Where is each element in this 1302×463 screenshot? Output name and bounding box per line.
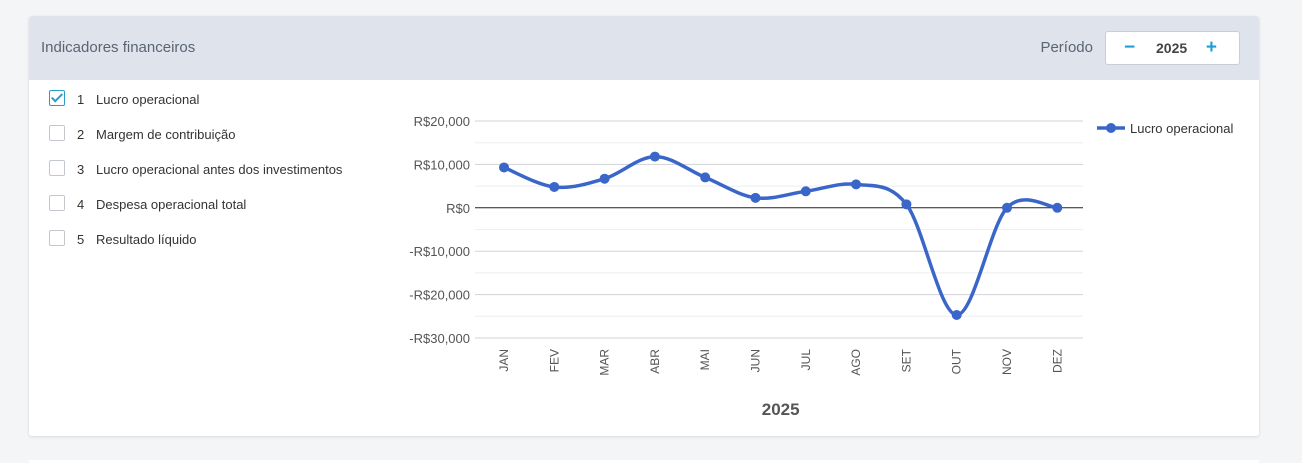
x-tick-label: ABR bbox=[648, 349, 662, 374]
indicator-number: 5 bbox=[77, 232, 85, 247]
indicator-label: Despesa operacional total bbox=[96, 197, 247, 212]
data-point-mai[interactable] bbox=[700, 172, 711, 183]
period-label: Período bbox=[1040, 39, 1093, 56]
y-tick-label: -R$10,000 bbox=[409, 244, 470, 259]
data-point-jun[interactable] bbox=[750, 192, 761, 203]
data-point-abr[interactable] bbox=[649, 151, 660, 162]
x-tick-label: OUT bbox=[950, 348, 964, 374]
data-point-set[interactable] bbox=[901, 199, 912, 210]
period-decrement-button[interactable]: − bbox=[1124, 37, 1136, 58]
x-tick-label: JAN bbox=[497, 349, 511, 372]
y-tick-label: R$10,000 bbox=[414, 157, 470, 172]
indicator-checkbox[interactable] bbox=[49, 90, 65, 106]
indicator-label: Lucro operacional bbox=[96, 92, 200, 107]
financial-indicators-card: Indicadores financeiros Período − 2025 +… bbox=[29, 16, 1259, 436]
x-axis-ticks: JAN FEV MAR ABR MAI JUN JUL AGO SET OUT NOV DEZ bbox=[497, 348, 1064, 375]
series-line-lucro-operacional bbox=[502, 154, 1060, 317]
legend-label: Lucro operacional bbox=[1130, 121, 1233, 136]
indicator-number: 1 bbox=[77, 92, 85, 107]
x-tick-label: DEZ bbox=[1050, 349, 1064, 373]
indicator-label: Resultado líquido bbox=[96, 232, 197, 247]
indicator-item-margem-contribuicao[interactable]: 2 Margem de contribuição bbox=[49, 125, 389, 145]
x-tick-label: FEV bbox=[547, 349, 561, 372]
indicator-label: Lucro operacional antes dos investimento… bbox=[96, 162, 343, 177]
x-tick-label: MAR bbox=[598, 349, 612, 376]
next-card-edge bbox=[29, 460, 1259, 463]
x-tick-label: JUL bbox=[799, 349, 813, 371]
x-tick-label: NOV bbox=[1000, 349, 1014, 375]
data-point-jul[interactable] bbox=[800, 186, 811, 197]
x-tick-label: AGO bbox=[849, 349, 863, 376]
indicator-number: 3 bbox=[77, 162, 85, 177]
data-point-fev[interactable] bbox=[549, 181, 560, 192]
chart-grid bbox=[475, 120, 1083, 339]
data-point-dez[interactable] bbox=[1052, 202, 1063, 213]
indicator-checkbox[interactable] bbox=[49, 230, 65, 246]
data-point-mar[interactable] bbox=[599, 173, 610, 184]
indicator-number: 2 bbox=[77, 127, 85, 142]
x-tick-label: JUN bbox=[749, 349, 763, 372]
y-tick-label: R$0 bbox=[446, 201, 470, 216]
period-selector: − 2025 + bbox=[1105, 31, 1240, 65]
period-increment-button[interactable]: + bbox=[1205, 37, 1217, 58]
indicator-number: 4 bbox=[77, 197, 85, 212]
y-tick-label: R$20,000 bbox=[414, 114, 470, 129]
line-chart: R$20,000 R$10,000 R$0 -R$10,000 -R$20,000 -R$… bbox=[409, 114, 1233, 419]
data-point-out[interactable] bbox=[951, 309, 962, 320]
indicator-item-despesa-operacional[interactable]: 4 Despesa operacional total bbox=[49, 195, 389, 215]
y-tick-label: -R$30,000 bbox=[409, 331, 470, 346]
series-points bbox=[499, 151, 1063, 320]
period-year-value: 2025 bbox=[1156, 40, 1188, 56]
chart-legend[interactable]: Lucro operacional bbox=[1097, 121, 1233, 136]
indicator-label: Margem de contribuição bbox=[96, 127, 236, 142]
y-tick-label: -R$20,000 bbox=[409, 288, 470, 303]
data-point-nov[interactable] bbox=[1002, 202, 1012, 213]
indicator-checkbox[interactable] bbox=[49, 195, 65, 211]
card-title: Indicadores financeiros bbox=[41, 39, 196, 56]
indicator-item-resultado-liquido[interactable]: 5 Resultado líquido bbox=[49, 230, 389, 250]
x-tick-label: MAI bbox=[698, 349, 712, 370]
indicator-item-lucro-antes-investimentos[interactable]: 3 Lucro operacional antes dos investimen… bbox=[49, 160, 389, 180]
x-axis-title: 2025 bbox=[762, 400, 800, 419]
indicator-checkbox[interactable] bbox=[49, 160, 65, 176]
card-header: Indicadores financeiros Período − 2025 + bbox=[29, 16, 1259, 80]
legend-marker bbox=[1106, 123, 1116, 133]
data-point-ago[interactable] bbox=[851, 179, 862, 190]
data-point-jan[interactable] bbox=[499, 162, 509, 173]
indicator-checkbox[interactable] bbox=[49, 125, 65, 141]
y-axis-ticks: R$20,000 R$10,000 R$0 -R$10,000 -R$20,000 -R$… bbox=[409, 114, 470, 346]
indicator-item-lucro-operacional[interactable]: 1 Lucro operacional bbox=[49, 90, 389, 110]
x-tick-label: SET bbox=[899, 348, 913, 372]
